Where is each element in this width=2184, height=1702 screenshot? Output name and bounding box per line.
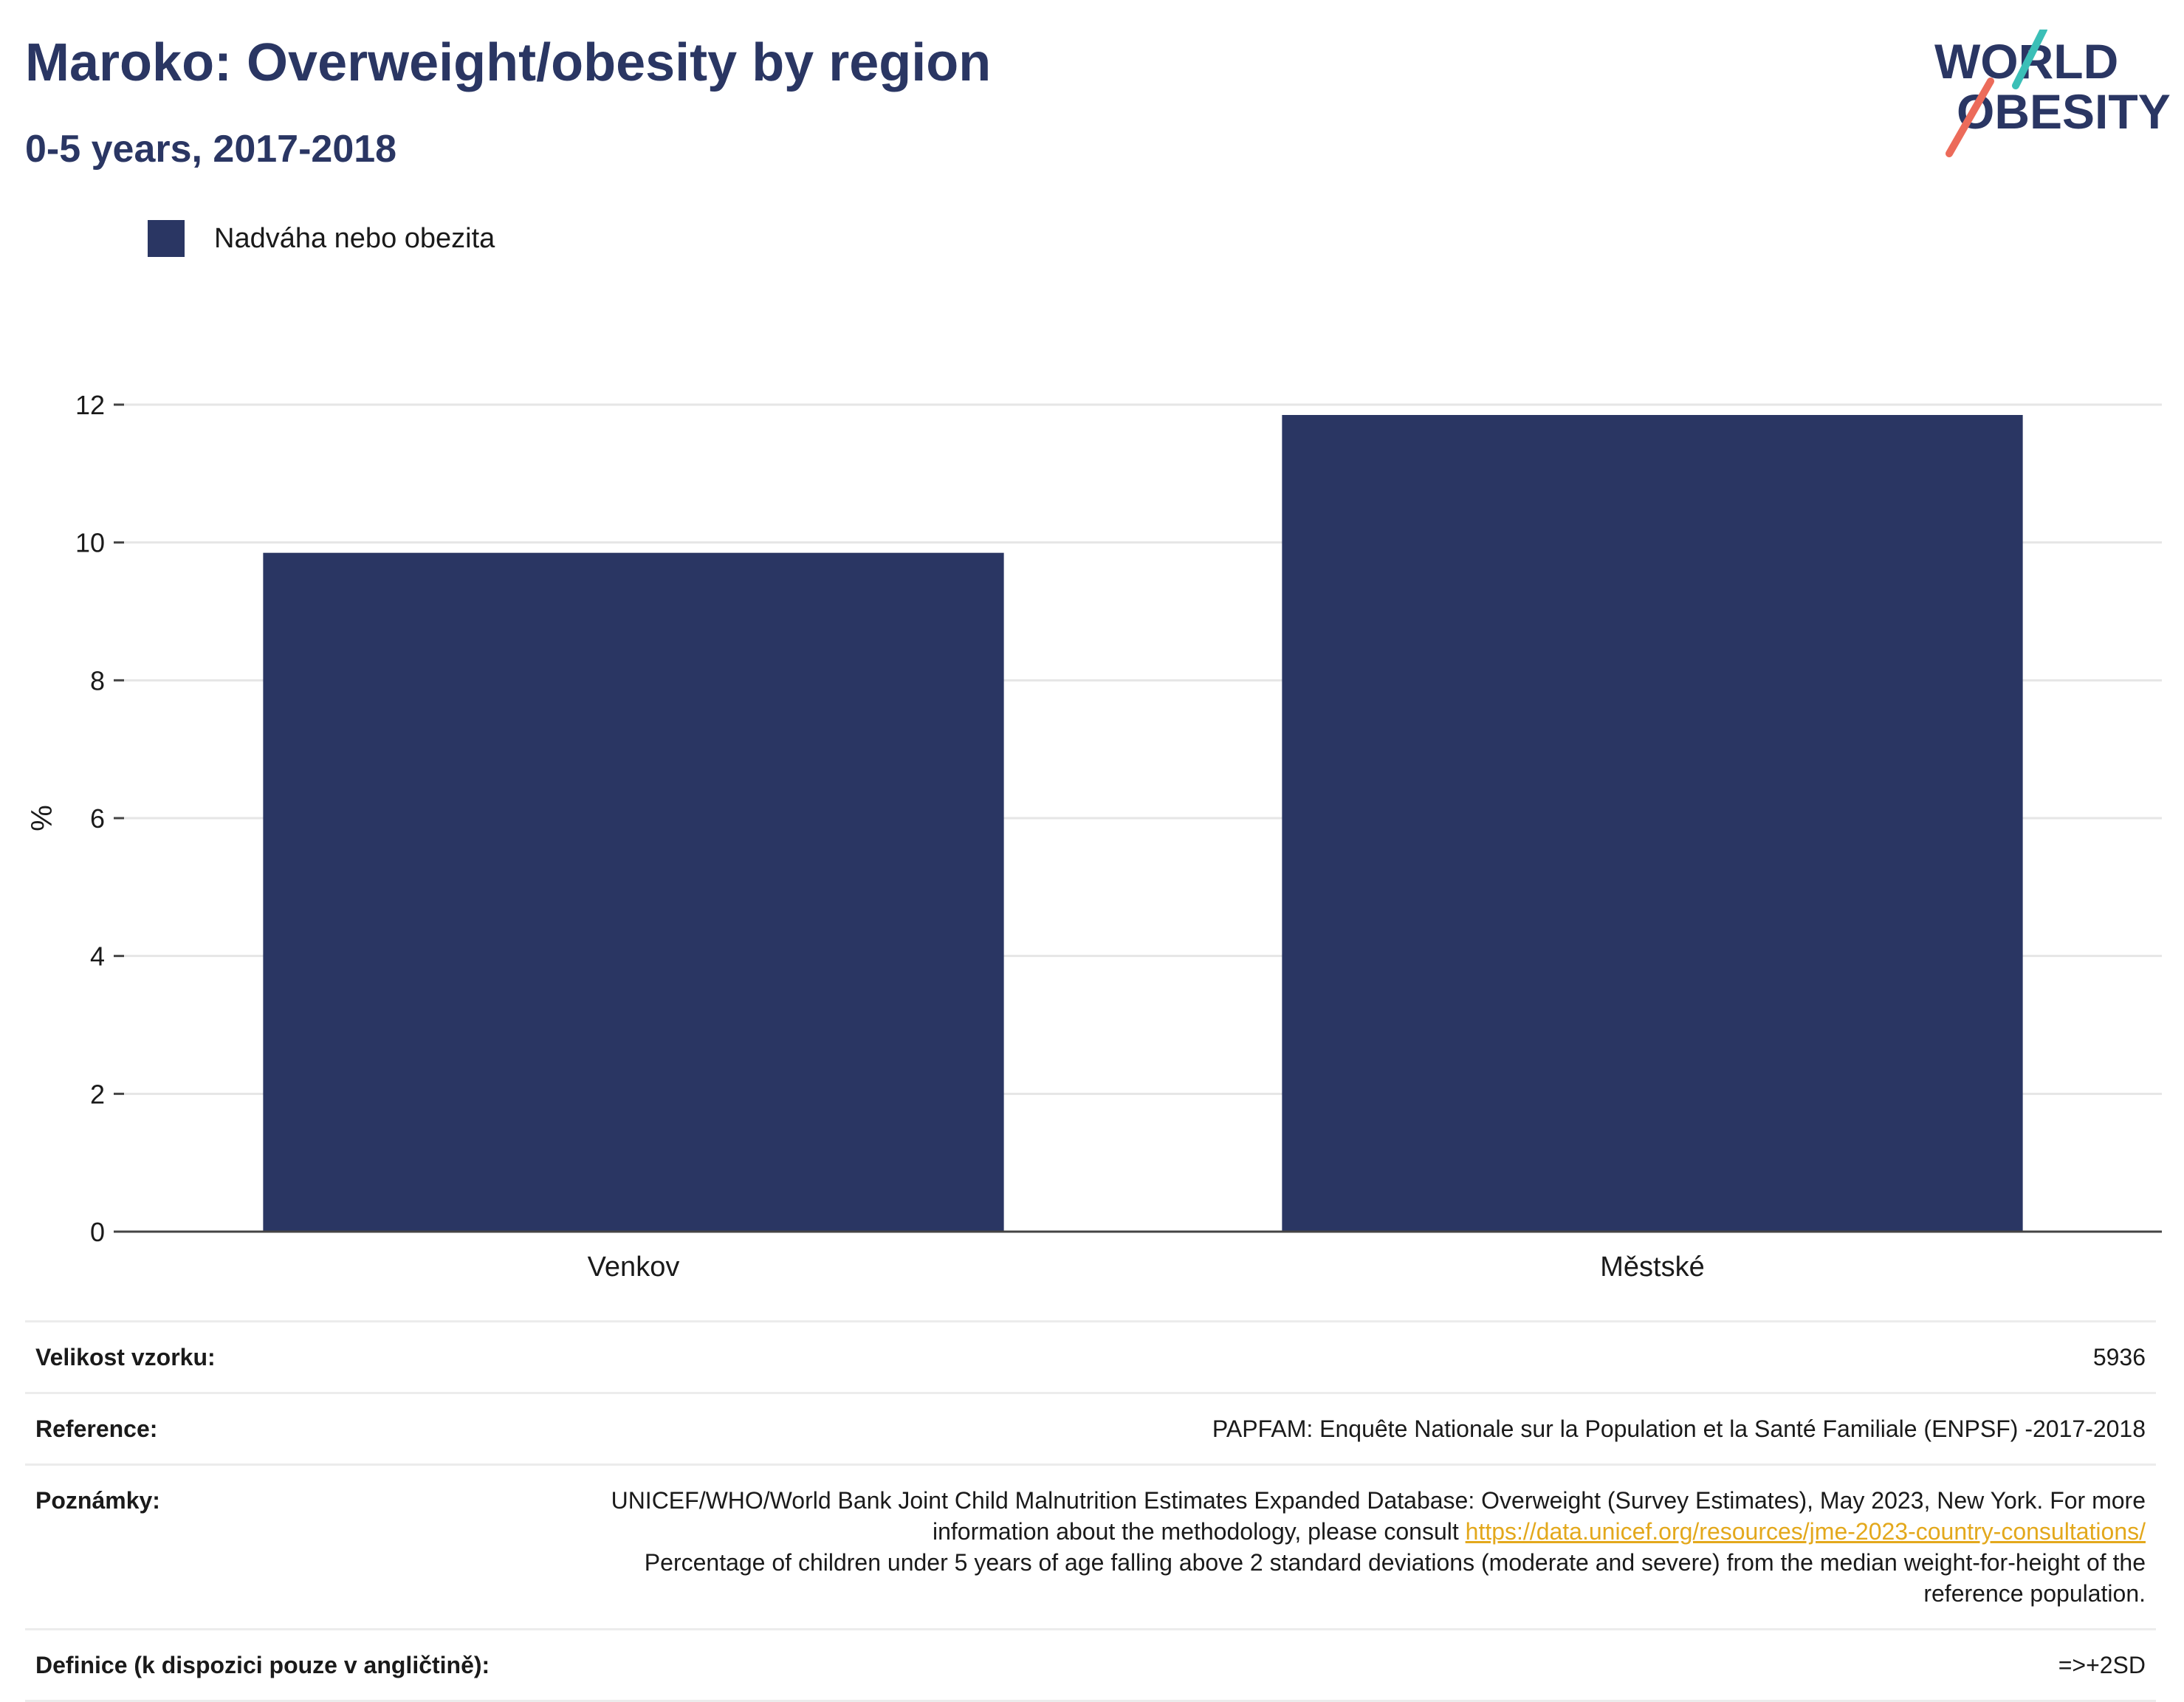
chart-title: Maroko: Overweight/obesity by region — [25, 33, 992, 92]
notes-text-2: Percentage of children under 5 years of … — [644, 1549, 2146, 1607]
bar — [1282, 415, 2023, 1232]
logo-slash-teal — [2012, 30, 2047, 89]
reference-value: PAPFAM: Enquête Nationale sur la Populat… — [1212, 1416, 2146, 1442]
notes-text-1: UNICEF/WHO/World Bank Joint Child Malnut… — [611, 1487, 2146, 1545]
metadata-table: Velikost vzorku: 5936 Reference: PAPFAM:… — [25, 1320, 2156, 1702]
y-tick-label: 6 — [90, 803, 105, 834]
legend-label: Nadváha nebo obezita — [214, 222, 495, 254]
x-tick-label: Venkov — [588, 1252, 680, 1283]
definition-value: =>+2SD — [2058, 1652, 2146, 1678]
y-tick-label: 2 — [90, 1079, 105, 1109]
bar — [263, 552, 1004, 1232]
legend-swatch — [148, 220, 185, 257]
chart-legend: Nadváha nebo obezita — [148, 220, 495, 257]
sample-size-label: Velikost vzorku: — [35, 1344, 216, 1370]
meta-row-notes: Poznámky: UNICEF/WHO/World Bank Joint Ch… — [25, 1463, 2156, 1628]
y-tick-label: 0 — [90, 1217, 105, 1247]
y-tick-label: 8 — [90, 665, 105, 696]
definition-label: Definice (k dispozici pouze v angličtině… — [35, 1652, 490, 1678]
chart-subtitle: 0-5 years, 2017-2018 — [25, 128, 397, 171]
meta-row-definition: Definice (k dispozici pouze v angličtině… — [25, 1628, 2156, 1702]
y-axis-label: % — [26, 805, 58, 831]
meta-row-reference: Reference: PAPFAM: Enquête Nationale sur… — [25, 1392, 2156, 1463]
y-tick-label: 4 — [90, 941, 105, 972]
bar-chart: 0 2 4 6 8 10 12 Venkov Městské% — [26, 390, 2162, 1283]
notes-value: UNICEF/WHO/World Bank Joint Child Malnut… — [595, 1485, 2146, 1609]
sample-size-value: 5936 — [2092, 1344, 2146, 1370]
world-obesity-logo: WORLD OBESITY — [1934, 30, 2171, 157]
methodology-link[interactable]: https://data.unicef.org/resources/jme-20… — [1465, 1518, 2146, 1545]
y-tick-label: 12 — [75, 390, 105, 420]
meta-row-sample: Velikost vzorku: 5936 — [25, 1320, 2156, 1392]
logo-slash-coral — [1946, 78, 1994, 157]
reference-label: Reference: — [35, 1416, 158, 1442]
logo-word-obesity: OBESITY — [1957, 84, 2171, 139]
y-tick-label: 10 — [75, 528, 105, 558]
x-tick-label: Městské — [1600, 1252, 1704, 1283]
notes-label: Poznámky: — [35, 1487, 160, 1514]
